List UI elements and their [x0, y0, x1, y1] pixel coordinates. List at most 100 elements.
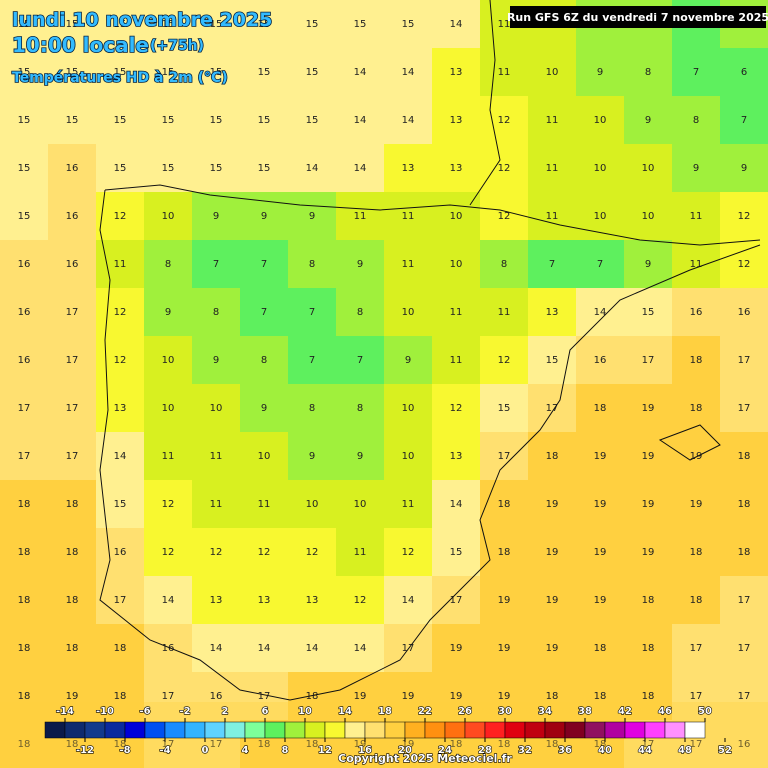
temperature-cell: [624, 48, 673, 97]
colorbar-swatch: [284, 721, 306, 739]
colorbar-swatch: [404, 721, 426, 739]
temperature-value: 9: [597, 67, 603, 78]
temperature-value: 11: [402, 259, 415, 270]
temperature-value: 14: [258, 643, 271, 654]
temperature-value: 17: [402, 643, 415, 654]
temperature-cell: [192, 384, 241, 433]
temperature-cell: [672, 576, 721, 625]
colorbar-label: 6: [262, 706, 269, 717]
temperature-cell: [432, 192, 481, 241]
temperature-cell: [480, 192, 529, 241]
temperature-value: 19: [546, 547, 559, 558]
colorbar-label: 40: [598, 745, 612, 756]
temperature-cell: [624, 528, 673, 577]
temperature-cell: [576, 384, 625, 433]
temperature-cell: [432, 48, 481, 97]
lead-time: (+75h): [150, 38, 204, 54]
temperature-value: 10: [642, 211, 655, 222]
temperature-value: 14: [594, 307, 607, 318]
temperature-value: 15: [114, 499, 127, 510]
temperature-cell: [480, 240, 529, 289]
temperature-value: 18: [18, 595, 31, 606]
temperature-cell: [240, 240, 289, 289]
temperature-value: 18: [738, 451, 751, 462]
colorbar-label: 52: [718, 745, 732, 756]
temperature-value: 10: [594, 115, 607, 126]
temperature-value: 15: [354, 19, 367, 30]
temperature-value: 19: [546, 499, 559, 510]
colorbar-label: 26: [458, 706, 472, 717]
temperature-value: 13: [546, 307, 559, 318]
temperature-value: 8: [645, 67, 651, 78]
temperature-cell: [48, 576, 97, 625]
temperature-cell: [384, 480, 433, 529]
temperature-cell: [48, 144, 97, 193]
temperature-value: 14: [306, 163, 319, 174]
temperature-value: 19: [450, 643, 463, 654]
temperature-cell: [48, 336, 97, 385]
temperature-cell: [480, 624, 529, 673]
temperature-cell: [720, 96, 768, 145]
temperature-value: 18: [690, 403, 703, 414]
temperature-value: 19: [402, 739, 415, 750]
temperature-cell: [48, 0, 97, 49]
temperature-cell: [384, 0, 433, 49]
temperature-value: 17: [738, 595, 751, 606]
temperature-cell: [576, 48, 625, 97]
temperature-value: 15: [114, 115, 127, 126]
colorbar-label: 16: [358, 745, 372, 756]
temperature-value: 15: [210, 19, 223, 30]
temperature-cell: [432, 288, 481, 337]
colorbar-label: 24: [438, 745, 452, 756]
temperature-value: 14: [354, 115, 367, 126]
temperature-cell: [0, 336, 49, 385]
temperature-cell: [0, 480, 49, 529]
temperature-cell: [384, 336, 433, 385]
temperature-cell: [672, 528, 721, 577]
temperature-cell: [48, 528, 97, 577]
temperature-cell: [720, 240, 768, 289]
temperature-value: 18: [594, 739, 607, 750]
temperature-cell: [384, 144, 433, 193]
temperature-value: 13: [402, 163, 415, 174]
temperature-cell: [720, 624, 768, 673]
temperature-value: 18: [66, 595, 79, 606]
temperature-value: 15: [162, 19, 175, 30]
temperature-value: 10: [306, 499, 319, 510]
temperature-value: 8: [501, 259, 507, 270]
temperature-value: 14: [402, 595, 415, 606]
colorbar-swatch: [644, 721, 666, 739]
temperature-value: 15: [18, 19, 31, 30]
temperature-cell: [96, 144, 145, 193]
temperature-value: 18: [66, 547, 79, 558]
temperature-value: 12: [114, 211, 127, 222]
temperature-cell: [48, 192, 97, 241]
temperature-value: 15: [66, 19, 79, 30]
temperature-cell: [144, 528, 193, 577]
temperature-value: 18: [498, 547, 511, 558]
copyright: Copyright 2025 Meteociel.fr: [338, 752, 512, 765]
colorbar-label: -14: [56, 706, 74, 717]
temperature-cell: [432, 240, 481, 289]
colorbar-label: -6: [139, 706, 150, 717]
temperature-value: 10: [402, 307, 415, 318]
temperature-value: 19: [546, 643, 559, 654]
colorbar-label: 8: [282, 745, 289, 756]
temperature-value: 14: [354, 67, 367, 78]
temperature-value: 18: [498, 739, 511, 750]
temperature-value: 12: [114, 355, 127, 366]
temperature-cell: [0, 672, 49, 721]
temperature-cell: [480, 288, 529, 337]
temperature-value: 19: [450, 691, 463, 702]
temperature-value: 13: [210, 595, 223, 606]
temperature-value: 15: [258, 163, 271, 174]
colorbar-swatch: [104, 721, 126, 739]
temperature-cell: [96, 336, 145, 385]
temperature-value: 9: [309, 211, 315, 222]
temperature-value: 15: [306, 115, 319, 126]
temperature-cell: [240, 96, 289, 145]
temperature-cell: [576, 336, 625, 385]
temperature-cell: [720, 192, 768, 241]
temperature-cell: [528, 672, 577, 721]
